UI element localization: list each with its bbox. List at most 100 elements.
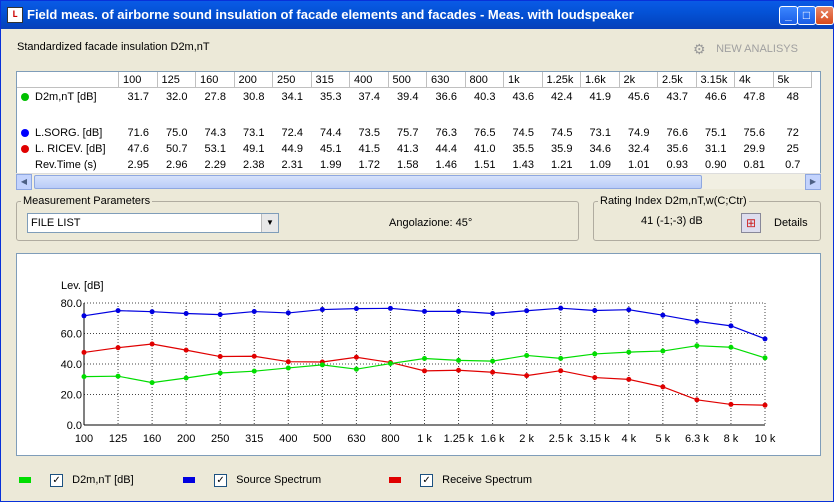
source-checkbox[interactable]: ✓ bbox=[214, 473, 228, 487]
table-cell: 72.4 bbox=[281, 127, 303, 139]
results-table[interactable]: 100 125 160 200 250 315 400 500 630 800 1k 1.25k 1.6… bbox=[16, 71, 821, 189]
x-tick-label: 2.5 k bbox=[549, 433, 573, 445]
x-tick-label: 125 bbox=[109, 433, 127, 445]
spectrum-chart: Lev. [dB] 0.0 20.0 40.0 60.0 80.0 100 125 160 200… bbox=[16, 253, 821, 456]
gears-icon: ⚙ bbox=[693, 41, 706, 58]
data-point bbox=[490, 311, 496, 317]
data-point bbox=[456, 367, 462, 373]
new-analysis-label: NEW ANALISYS bbox=[716, 43, 798, 55]
new-analysis-button[interactable]: ⚙ NEW ANALISYS bbox=[693, 39, 798, 59]
table-cell: 35.5 bbox=[512, 143, 534, 155]
table-row[interactable]: L. RICEV. [dB] 47.6 50.7 53.1 49.1 44.9 45.1 41… bbox=[17, 141, 820, 157]
rating-index-group: Rating Index D2m,nT,w(C;Ctr) bbox=[593, 195, 821, 241]
data-point bbox=[217, 312, 223, 318]
angle-label: Angolazione: 45° bbox=[389, 217, 473, 229]
table-cell: 74.4 bbox=[320, 127, 342, 139]
table-cell: 34.6 bbox=[589, 143, 611, 155]
scroll-thumb[interactable] bbox=[34, 175, 702, 189]
data-point bbox=[115, 373, 121, 379]
source-swatch bbox=[183, 477, 195, 484]
minimize-button[interactable]: _ bbox=[779, 6, 798, 25]
table-column-header[interactable]: 200 bbox=[234, 72, 273, 88]
table-cell: 1.01 bbox=[628, 159, 650, 171]
data-point bbox=[694, 397, 700, 403]
chevron-down-icon[interactable]: ▼ bbox=[261, 214, 278, 232]
table-cell: 72 bbox=[786, 127, 799, 139]
data-point bbox=[490, 369, 496, 375]
table-column-header[interactable]: 3.15k bbox=[696, 72, 735, 88]
table-cell: 73.1 bbox=[589, 127, 611, 139]
close-button[interactable]: ✕ bbox=[815, 6, 834, 25]
table-row-label: Rev.Time (s) bbox=[21, 157, 97, 173]
table-column-header[interactable]: 315 bbox=[311, 72, 350, 88]
receive-checkbox[interactable]: ✓ bbox=[420, 473, 434, 487]
table-row-label: L.SORG. [dB] bbox=[21, 125, 102, 141]
x-tick-label: 100 bbox=[75, 433, 93, 445]
data-point bbox=[592, 351, 598, 357]
table-horizontal-scrollbar[interactable]: ◀ ▶ bbox=[16, 173, 821, 190]
app-icon[interactable]: L bbox=[7, 7, 23, 23]
table-column-header[interactable]: 1.6k bbox=[581, 72, 620, 88]
table-cell: 41.0 bbox=[474, 143, 496, 155]
table-cell: 45.6 bbox=[628, 91, 650, 103]
details-button[interactable]: Details bbox=[774, 217, 808, 229]
table-column-header[interactable]: 125 bbox=[157, 72, 196, 88]
d2mnt-checkbox[interactable]: ✓ bbox=[50, 473, 64, 487]
data-point bbox=[217, 370, 223, 376]
table-row[interactable] bbox=[17, 109, 820, 125]
data-point bbox=[353, 366, 359, 372]
table-cell: 34.1 bbox=[281, 91, 303, 103]
table-row[interactable]: D2m,nT [dB] 31.7 32.0 27.8 30.8 34.1 35.3 37.4 3… bbox=[17, 89, 820, 105]
table-column-header[interactable]: 4k bbox=[735, 72, 774, 88]
table-cell: 74.9 bbox=[628, 127, 650, 139]
table-column-header[interactable]: 1k bbox=[504, 72, 543, 88]
legend-item-d2mnt[interactable]: ✓ D2m,nT [dB] bbox=[19, 473, 134, 487]
data-point bbox=[353, 306, 359, 312]
table-cell: 41.3 bbox=[397, 143, 419, 155]
table-cell: 75.6 bbox=[743, 127, 765, 139]
data-point bbox=[592, 307, 598, 313]
data-point bbox=[694, 343, 700, 349]
title-bar[interactable]: L Field meas. of airborne sound insulati… bbox=[1, 1, 834, 29]
table-column-header[interactable]: 2k bbox=[619, 72, 658, 88]
table-cell: 49.1 bbox=[243, 143, 265, 155]
scroll-right-button[interactable]: ▶ bbox=[805, 174, 821, 190]
table-cell: 47.8 bbox=[743, 91, 765, 103]
table-row[interactable]: Rev.Time (s) 2.95 2.96 2.29 2.38 2.31 1.99 1.72… bbox=[17, 157, 820, 173]
data-point bbox=[149, 341, 155, 347]
rating-index-value: 41 (-1;-3) dB bbox=[641, 215, 703, 227]
table-row-label-text: D2m,nT [dB] bbox=[35, 91, 97, 103]
table-column-header[interactable]: 2.5k bbox=[658, 72, 697, 88]
table-cell: 43.7 bbox=[666, 91, 688, 103]
table-cell: 31.7 bbox=[127, 91, 149, 103]
table-row[interactable]: L.SORG. [dB] 71.6 75.0 74.3 73.1 72.4 74.4 73.5… bbox=[17, 125, 820, 141]
legend-item-receive[interactable]: ✓ Receive Spectrum bbox=[389, 473, 532, 487]
legend-item-source[interactable]: ✓ Source Spectrum bbox=[183, 473, 321, 487]
table-cell: 45.1 bbox=[320, 143, 342, 155]
table-column-header[interactable]: 630 bbox=[427, 72, 466, 88]
table-column-header[interactable]: 160 bbox=[196, 72, 235, 88]
x-tick-label: 6.3 k bbox=[685, 433, 709, 445]
x-tick-label: 10 k bbox=[755, 433, 776, 445]
x-tick-label: 400 bbox=[279, 433, 297, 445]
maximize-button[interactable]: □ bbox=[797, 6, 816, 25]
data-point bbox=[353, 354, 359, 360]
table-cell: 31.1 bbox=[705, 143, 727, 155]
table-column-header[interactable]: 400 bbox=[350, 72, 389, 88]
details-icon[interactable]: ⊞ bbox=[741, 213, 761, 233]
data-point bbox=[387, 361, 393, 367]
scroll-left-button[interactable]: ◀ bbox=[16, 174, 32, 190]
file-list-dropdown[interactable]: FILE LIST ▼ bbox=[27, 213, 279, 233]
y-tick-label: 0.0 bbox=[67, 420, 82, 432]
data-point bbox=[149, 309, 155, 315]
series-dot-icon bbox=[21, 145, 29, 154]
table-column-header[interactable]: 1.25k bbox=[542, 72, 581, 88]
table-row-label-text: Rev.Time (s) bbox=[35, 159, 97, 171]
table-column-header[interactable]: 800 bbox=[465, 72, 504, 88]
table-column-header[interactable]: 5k bbox=[773, 72, 812, 88]
table-column-header[interactable]: 500 bbox=[388, 72, 427, 88]
table-column-header[interactable]: 250 bbox=[273, 72, 312, 88]
table-column-header[interactable]: 100 bbox=[119, 72, 158, 88]
table-cell: 36.6 bbox=[435, 91, 457, 103]
